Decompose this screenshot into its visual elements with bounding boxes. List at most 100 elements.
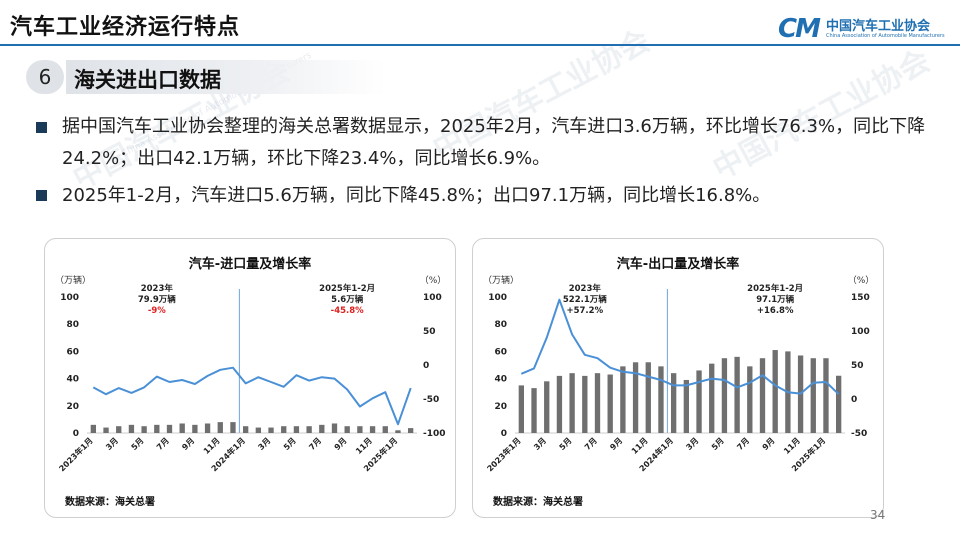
right-axis-tick: 150 [851, 293, 870, 303]
right-axis-tick: -50 [851, 429, 867, 439]
x-axis-tick: 3月 [256, 436, 272, 452]
x-axis-tick: 11月 [782, 436, 802, 456]
bar [166, 424, 173, 433]
bar [569, 373, 575, 433]
right-axis-tick: 50 [851, 361, 864, 371]
left-axis-tick: 100 [488, 293, 507, 303]
x-axis-tick: 5月 [130, 436, 146, 452]
bar [823, 358, 829, 433]
chart-source: 数据来源：海关总署 [65, 497, 155, 508]
left-axis-tick: 40 [494, 375, 507, 385]
annotation-text: 5.6万辆 [331, 294, 364, 305]
bar [645, 362, 651, 433]
import-chart-panel: 汽车-进口量及增长率 （万辆） （%） 0 20 40 60 80 100 -100 -50 0 50… [44, 238, 456, 518]
left-axis-tick: 80 [494, 320, 507, 330]
bar [734, 356, 740, 433]
annotation-text: 2025年1-2月 [747, 283, 803, 294]
bar [772, 350, 778, 433]
bar [242, 426, 249, 433]
bar [835, 375, 842, 433]
chart-title: 汽车-进口量及增长率 [188, 257, 312, 272]
bar [192, 424, 198, 433]
x-axis-tick: 11月 [354, 436, 374, 456]
annotation-text: 2025年1-2月 [319, 283, 375, 294]
x-axis-tick: 7月 [155, 436, 171, 452]
logo-name-en: China Association of Automobile Manufact… [826, 33, 945, 39]
growth-line [92, 366, 412, 426]
bar [90, 424, 97, 433]
right-axis-tick: -100 [423, 429, 446, 439]
bar [319, 424, 325, 433]
x-axis-tick: 3月 [684, 436, 700, 452]
bullet-text: 据中国汽车工业协会整理的海关总署数据显示，2025年2月，汽车进口3.6万辆，环… [62, 116, 926, 169]
bar [116, 426, 122, 433]
right-axis-tick: 100 [851, 327, 870, 337]
annotation-text: 522.1万辆 [563, 294, 607, 305]
bar [103, 427, 109, 433]
left-axis-unit: （万辆） [55, 274, 91, 286]
bar [544, 381, 550, 433]
x-axis-tick: 9月 [608, 436, 624, 452]
left-axis-unit: （万辆） [483, 274, 519, 286]
x-axis-tick: 7月 [307, 436, 323, 452]
section-number: 6 [26, 60, 64, 94]
page-title: 汽车工业经济运行特点 [10, 15, 241, 40]
bar [696, 370, 702, 433]
annotation-text: 2023年 [141, 283, 174, 294]
left-axis-tick: 40 [66, 375, 79, 385]
left-axis-tick: 60 [66, 347, 79, 357]
bar [556, 375, 563, 433]
bar [204, 423, 211, 433]
growth-line [520, 298, 840, 395]
bar [810, 358, 816, 433]
x-axis-tick: 7月 [735, 436, 751, 452]
x-axis-tick: 2023年1月 [57, 435, 95, 473]
bar [594, 373, 601, 433]
bar [255, 427, 262, 433]
annotation-text: 97.1万辆 [756, 294, 794, 305]
caam-logo: CM 中国汽车工业协会 China Association of Automob… [778, 12, 953, 44]
bar [141, 426, 147, 433]
x-axis-tick: 3月 [104, 436, 120, 452]
x-axis-tick: 9月 [761, 436, 777, 452]
annotation-text: -45.8% [331, 306, 364, 316]
section-title: 海关进出口数据 [74, 68, 221, 92]
annotation-text: +16.8% [757, 306, 794, 316]
bar [331, 423, 338, 433]
x-axis-tick: 11月 [202, 436, 222, 456]
bar [281, 426, 287, 433]
logo-name-cn: 中国汽车工业协会 [826, 19, 931, 34]
chart-title: 汽车-出口量及增长率 [616, 257, 740, 272]
x-axis-tick: 11月 [630, 436, 650, 456]
left-axis-tick: 80 [66, 320, 79, 330]
bar [217, 422, 223, 433]
bullet-icon [36, 190, 47, 201]
bar [531, 388, 537, 433]
bar [179, 423, 185, 433]
x-axis-tick: 7月 [583, 436, 599, 452]
bar [607, 374, 613, 433]
bar [395, 430, 401, 433]
bar [759, 358, 766, 433]
bar [268, 427, 274, 433]
annotation-text: 79.9万辆 [138, 294, 176, 305]
annotation-text: -9% [148, 306, 166, 316]
bar [154, 424, 160, 433]
section-banner [66, 60, 386, 94]
export-chart: （万辆） （%） 0 20 40 60 80 100 -50 0 50 100 150 2023年1月 3月… [483, 274, 875, 473]
header-divider [0, 44, 960, 46]
annotation-text: +57.2% [566, 306, 603, 316]
chart-source: 数据来源：海关总署 [493, 497, 583, 508]
bar [683, 379, 690, 433]
x-axis-tick: 5月 [710, 436, 726, 452]
x-axis-tick: 5月 [558, 436, 574, 452]
bar [670, 373, 677, 433]
bullet-icon [36, 122, 47, 133]
right-axis-unit: （%） [848, 275, 875, 286]
right-axis-unit: （%） [420, 275, 447, 286]
bar [357, 426, 363, 433]
left-axis-tick: 0 [73, 429, 79, 439]
bar [632, 362, 639, 433]
bar [518, 385, 525, 433]
x-axis-tick: 9月 [180, 436, 196, 452]
